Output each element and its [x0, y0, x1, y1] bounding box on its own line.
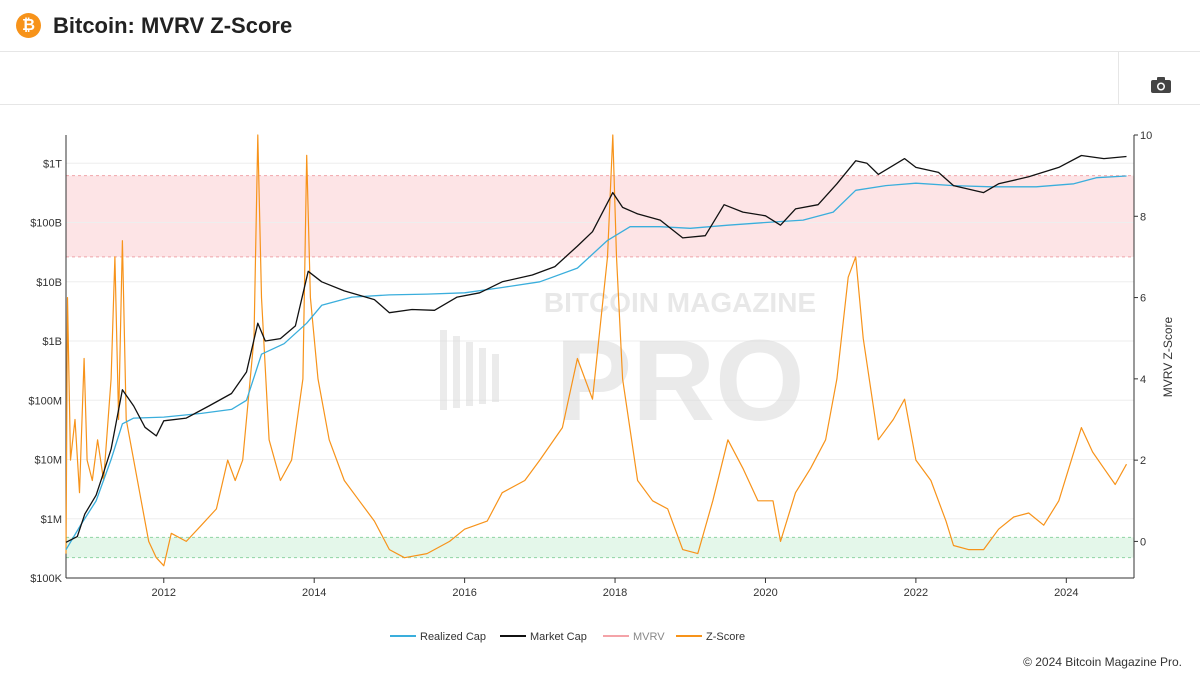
watermark-bar-mark [479, 348, 486, 404]
y-left-tick-label: $1B [42, 336, 62, 348]
y-left-tick-label: $1M [41, 514, 62, 526]
x-tick-label: 2022 [904, 587, 928, 599]
y-right-tick-label: 6 [1140, 293, 1146, 305]
watermark-bar-mark [453, 336, 460, 408]
x-tick-label: 2012 [152, 587, 176, 599]
camera-icon[interactable] [1150, 76, 1172, 94]
y-right-axis-title: MVRV Z-Score [1161, 316, 1175, 397]
bitcoin-logo-icon: ₿ [16, 13, 41, 38]
watermark-bar-mark [466, 342, 473, 406]
y-left-tick-label: $10M [34, 455, 62, 467]
legend-label[interactable]: MVRV [633, 631, 665, 643]
y-left-tick-label: $100K [30, 573, 62, 585]
x-tick-label: 2020 [753, 587, 777, 599]
y-left-tick-label: $100M [28, 395, 62, 407]
toolbar-divider [1118, 52, 1119, 104]
x-tick-label: 2018 [603, 587, 627, 599]
y-right-tick-label: 0 [1140, 536, 1146, 548]
x-tick-label: 2014 [302, 587, 326, 599]
y-right-tick-label: 2 [1140, 455, 1146, 467]
watermark-top-text: BITCOIN MAGAZINE [544, 287, 816, 318]
y-right-tick-label: 10 [1140, 130, 1152, 142]
undervalued-band [66, 537, 1134, 558]
copyright-text: © 2024 Bitcoin Magazine Pro. [1023, 655, 1182, 669]
page-title: Bitcoin: MVRV Z-Score [53, 13, 293, 38]
legend-label[interactable]: Realized Cap [420, 631, 486, 643]
watermark-bar-mark [440, 330, 447, 410]
chart-toolbar [0, 52, 1200, 105]
realized-cap-line [65, 175, 1127, 551]
watermark-bottom-text: PRO [555, 317, 804, 445]
x-tick-label: 2024 [1054, 587, 1078, 599]
watermark-bar-mark [492, 354, 499, 402]
y-right-tick-label: 4 [1140, 374, 1146, 386]
legend-label[interactable]: Z-Score [706, 631, 745, 643]
header: ₿ Bitcoin: MVRV Z-Score [0, 0, 1200, 52]
y-left-tick-label: $100B [30, 218, 62, 230]
legend-label[interactable]: Market Cap [530, 631, 587, 643]
market-cap-line [65, 154, 1127, 543]
y-left-tick-label: $1T [43, 158, 62, 170]
z-score-line [65, 134, 1128, 567]
mvrv-z-score-chart: $1T$100B$10B$1B$100M$10M$1M$100K10864202… [28, 130, 1175, 643]
y-right-tick-label: 8 [1140, 211, 1146, 223]
y-left-tick-label: $10B [36, 277, 62, 289]
x-tick-label: 2016 [452, 587, 476, 599]
